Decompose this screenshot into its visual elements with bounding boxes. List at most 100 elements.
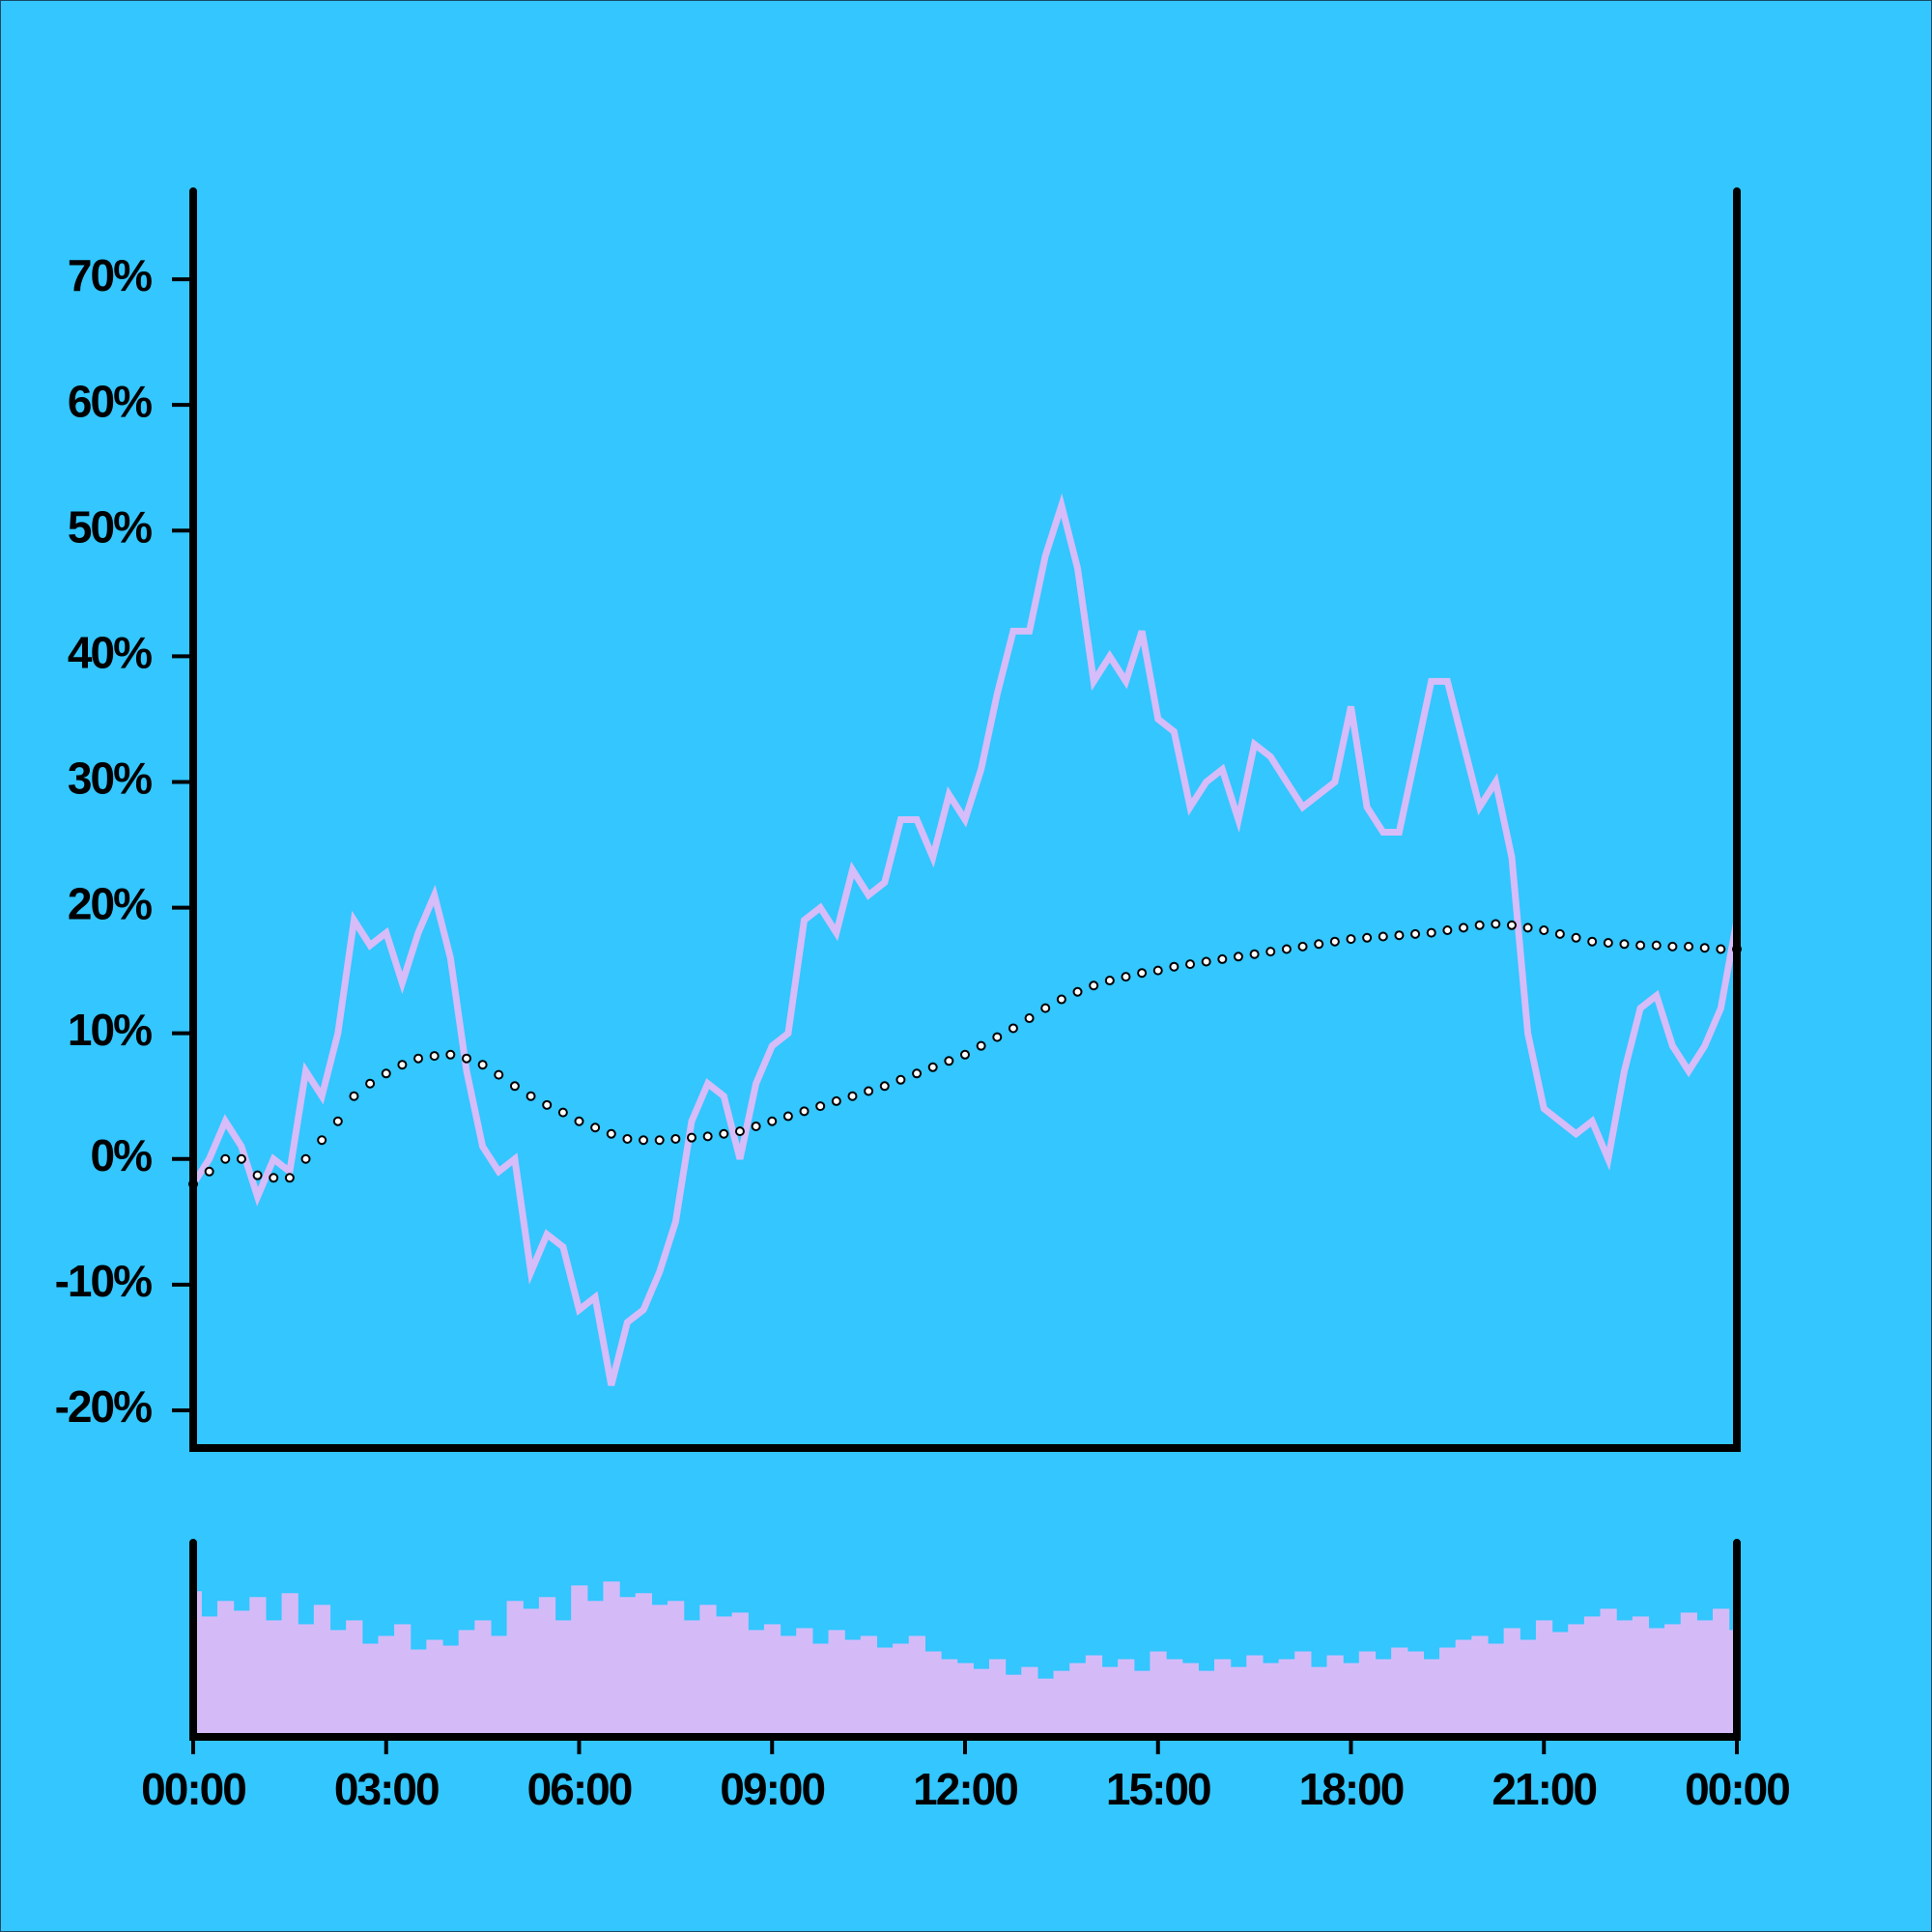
volume-bar <box>1326 1655 1344 1737</box>
average-dot <box>1072 986 1083 997</box>
average-dot <box>300 1153 311 1164</box>
average-dot <box>1056 994 1066 1005</box>
volume-bar <box>554 1620 572 1737</box>
average-dot <box>381 1068 391 1079</box>
average-dot <box>719 1128 729 1139</box>
average-dot <box>1024 1013 1035 1024</box>
volume-bar <box>1053 1670 1070 1737</box>
x-tick-label: 03:00 <box>334 1764 439 1814</box>
volume-bar <box>1069 1662 1087 1737</box>
volume-bar <box>1406 1651 1425 1737</box>
volume-bar <box>1278 1659 1295 1737</box>
volume-bar <box>490 1635 508 1737</box>
volume-bar <box>860 1635 878 1737</box>
volume-bar <box>876 1647 894 1737</box>
average-dot <box>782 1111 793 1122</box>
volume-bar <box>1439 1647 1457 1737</box>
average-dot <box>1459 923 1469 933</box>
volume-bar <box>973 1668 990 1737</box>
average-dot <box>1265 947 1276 957</box>
volume-bar <box>1214 1659 1232 1737</box>
average-dot <box>702 1131 713 1142</box>
volume-bar <box>811 1643 830 1737</box>
x-tick-label: 15:00 <box>1106 1764 1210 1814</box>
average-dot <box>1506 920 1517 930</box>
average-dot <box>252 1170 263 1180</box>
average-dot <box>1121 972 1131 982</box>
volume-bar <box>201 1616 218 1737</box>
volume-bar <box>506 1601 524 1737</box>
average-dot <box>1089 980 1099 991</box>
volume-bar <box>378 1635 395 1737</box>
volume-bar <box>394 1624 412 1737</box>
average-dot <box>365 1078 376 1089</box>
volume-bar <box>1166 1659 1183 1737</box>
average-dot <box>1137 968 1148 979</box>
volume-bar <box>844 1639 862 1737</box>
average-dot <box>1571 932 1581 943</box>
volume-bar <box>1133 1670 1151 1737</box>
average-dot <box>622 1133 633 1144</box>
average-dot <box>1394 930 1405 941</box>
average-dot <box>815 1101 826 1112</box>
average-dot <box>1619 939 1630 950</box>
volume-bar <box>1358 1651 1377 1737</box>
volume-bar <box>523 1608 540 1737</box>
y-tick-label: 70% <box>68 250 152 300</box>
average-dot <box>1539 924 1549 935</box>
average-dot <box>895 1074 906 1085</box>
y-tick-label: 50% <box>68 501 152 552</box>
average-dot <box>557 1107 568 1118</box>
volume-bar <box>1101 1666 1119 1737</box>
volume-bar <box>1262 1662 1280 1737</box>
volume-bar <box>699 1605 717 1737</box>
average-dot <box>397 1060 408 1070</box>
average-dot <box>687 1132 697 1143</box>
average-dot <box>912 1068 923 1079</box>
volume-bar <box>1423 1659 1440 1737</box>
volume-bar <box>1294 1651 1312 1737</box>
volume-bar <box>571 1585 588 1737</box>
volume-bar <box>651 1605 668 1737</box>
volume-bar <box>1664 1624 1682 1737</box>
average-dot <box>1185 959 1196 970</box>
y-tick-label: 60% <box>68 376 152 426</box>
volume-bar <box>780 1635 797 1737</box>
average-dot <box>1410 928 1421 939</box>
average-dot <box>1603 937 1613 948</box>
volume-bar <box>893 1643 910 1737</box>
average-dot <box>1522 923 1533 933</box>
volume-bar <box>1150 1651 1167 1737</box>
y-tick-label: 40% <box>68 628 152 678</box>
volume-bar <box>1198 1670 1215 1737</box>
volume-bar <box>346 1620 363 1737</box>
average-dot <box>204 1166 214 1177</box>
average-dot <box>332 1116 343 1126</box>
average-dot <box>976 1040 986 1051</box>
volume-bar <box>988 1659 1007 1737</box>
average-dot <box>1104 976 1115 986</box>
volume-bar <box>426 1639 443 1737</box>
volume-bar <box>1471 1635 1489 1737</box>
average-dot <box>1635 940 1646 951</box>
volume-bar <box>361 1643 380 1737</box>
volume-bar <box>1375 1659 1392 1737</box>
y-tick-label: 20% <box>68 879 152 929</box>
y-tick-label: -10% <box>55 1256 152 1306</box>
average-dot <box>1554 928 1565 939</box>
volume-bar <box>1616 1620 1634 1737</box>
volume-bar <box>924 1651 942 1737</box>
x-tick-label: 21:00 <box>1492 1764 1596 1814</box>
average-dot <box>734 1126 745 1137</box>
volume-bar <box>1181 1662 1199 1737</box>
x-tick-label: 06:00 <box>527 1764 632 1814</box>
volume-bar <box>249 1597 267 1737</box>
average-dot <box>1217 953 1228 964</box>
average-dot <box>927 1062 938 1072</box>
average-dot <box>1152 965 1163 976</box>
average-dot <box>284 1173 295 1183</box>
average-dot <box>1491 919 1501 929</box>
average-dot <box>494 1069 504 1080</box>
average-dot <box>799 1106 810 1117</box>
volume-bar <box>1310 1666 1328 1737</box>
